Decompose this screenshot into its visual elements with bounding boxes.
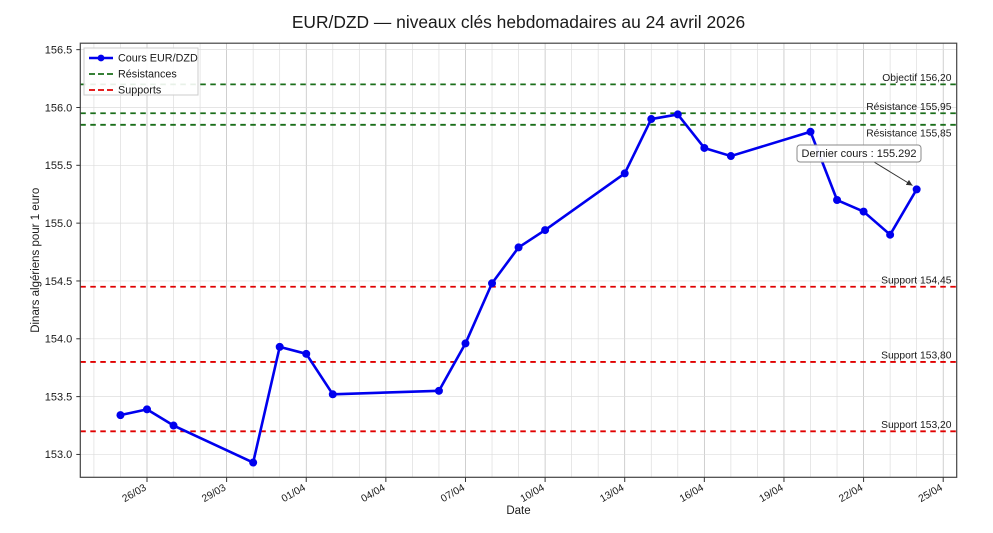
svg-text:156.0: 156.0 (45, 102, 73, 114)
svg-text:153.0: 153.0 (45, 449, 73, 461)
svg-text:155.0: 155.0 (45, 218, 73, 230)
svg-text:156.5: 156.5 (45, 44, 73, 56)
svg-text:Dinars algériens pour 1 euro: Dinars algériens pour 1 euro (30, 188, 42, 333)
svg-text:Objectif 156,20: Objectif 156,20 (882, 73, 952, 84)
svg-text:Résistances: Résistances (118, 69, 177, 81)
svg-text:EUR/DZD — niveaux clés hebdoma: EUR/DZD — niveaux clés hebdomadaires au … (292, 12, 745, 32)
svg-text:154.5: 154.5 (45, 276, 73, 288)
svg-text:154.0: 154.0 (45, 334, 73, 346)
svg-text:155.5: 155.5 (45, 160, 73, 172)
svg-text:Support 153,80: Support 153,80 (881, 351, 952, 362)
svg-text:153.5: 153.5 (45, 391, 73, 403)
svg-text:Cours EUR/DZD: Cours EUR/DZD (118, 53, 198, 65)
svg-text:Résistance 155,85: Résistance 155,85 (866, 128, 952, 139)
svg-text:Date: Date (506, 505, 530, 517)
svg-text:Dernier cours : 155.292: Dernier cours : 155.292 (802, 148, 917, 160)
svg-text:Supports: Supports (118, 85, 162, 97)
svg-text:Support 153,20: Support 153,20 (881, 420, 952, 431)
svg-text:Résistance 155,95: Résistance 155,95 (866, 102, 952, 113)
svg-text:Support 154,45: Support 154,45 (881, 275, 952, 286)
